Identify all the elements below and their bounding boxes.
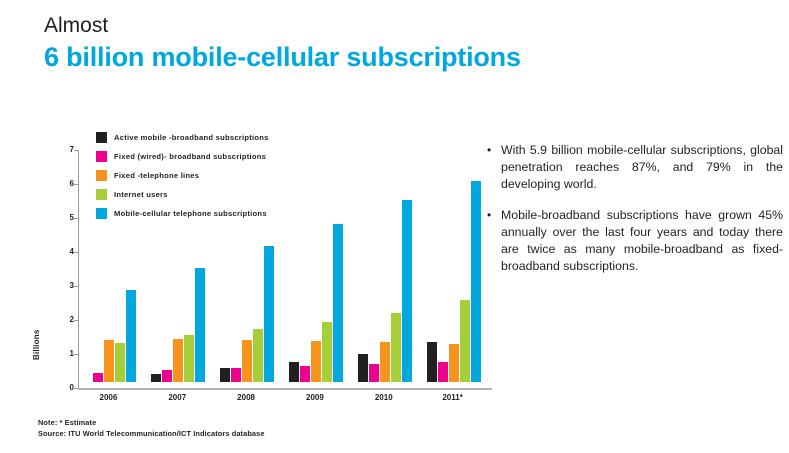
footnote-source: Source: ITU World Telecommunication/ICT … — [38, 429, 265, 439]
legend-item: Active mobile -broadband subscriptions — [96, 128, 326, 147]
bars-layer — [79, 144, 492, 388]
slide-headline: 6 billion mobile-cellular subscriptions — [44, 41, 521, 72]
bar-group — [220, 144, 275, 388]
bar — [264, 246, 275, 382]
bar — [126, 290, 137, 382]
y-axis-line — [78, 150, 79, 388]
bar — [437, 361, 448, 382]
y-tick-label: 6 — [69, 179, 74, 188]
bar — [173, 338, 184, 382]
bar-group — [151, 144, 206, 388]
chart-legend: Active mobile -broadband subscriptions Fi… — [96, 128, 326, 223]
bar — [104, 339, 115, 382]
y-tick-label: 5 — [69, 213, 74, 222]
bar-group — [357, 144, 412, 388]
x-tick-label: 2011* — [442, 393, 463, 402]
bullet-text: Mobile-broadband subscriptions have grow… — [501, 208, 783, 273]
y-tick-mark — [74, 388, 78, 389]
y-tick-label: 2 — [69, 315, 74, 324]
bar — [195, 268, 206, 382]
legend-item: Internet users — [96, 185, 326, 204]
x-tick-label: 2008 — [237, 393, 255, 402]
bullet-item: • Mobile-broadband subscriptions have gro… — [487, 207, 783, 275]
bar — [220, 367, 231, 382]
bar — [242, 340, 253, 382]
bar — [426, 341, 437, 382]
y-tick-label: 0 — [69, 383, 74, 392]
bar — [299, 366, 310, 382]
bar — [162, 370, 173, 382]
y-tick-label: 3 — [69, 281, 74, 290]
x-tick-label: 2010 — [374, 393, 393, 402]
bullet-list: • With 5.9 billion mobile-cellular subscr… — [487, 142, 783, 289]
y-tick-mark — [74, 286, 78, 287]
legend-item: Mobile-cellular telephone subscriptions — [96, 204, 326, 223]
bar-group — [426, 144, 481, 388]
bar — [93, 372, 104, 382]
footnote-note: Note: * Estimate — [38, 418, 97, 427]
bar — [459, 300, 470, 382]
legend-label: Internet users — [114, 190, 168, 199]
y-tick-mark — [74, 354, 78, 355]
bar — [253, 328, 264, 382]
bar — [368, 364, 379, 382]
y-tick-label: 7 — [69, 145, 74, 154]
y-tick-mark — [74, 184, 78, 185]
bullet-marker-icon: • — [487, 143, 492, 157]
y-tick-mark — [74, 252, 78, 253]
y-tick-mark — [74, 320, 78, 321]
legend-swatch-icon — [96, 170, 107, 181]
footnote: Note: * Estimate Source: ITU World Telec… — [38, 417, 458, 440]
bullet-item: • With 5.9 billion mobile-cellular subscr… — [487, 142, 783, 193]
bar-group — [82, 144, 137, 388]
legend-swatch-icon — [96, 208, 107, 219]
bar — [470, 181, 481, 382]
slide-kicker: Almost — [44, 14, 109, 37]
bar — [448, 343, 459, 382]
legend-swatch-icon — [96, 132, 107, 143]
bar — [321, 321, 332, 382]
bar-chart: Billions 0 1 2 3 4 5 6 7 2006 2007 2008 2009 2010 20… — [32, 124, 498, 414]
bar — [184, 335, 195, 382]
bar — [401, 200, 412, 382]
legend-label: Fixed -telephone lines — [114, 171, 200, 180]
legend-item: Fixed (wired)- broadband subscriptions — [96, 147, 326, 166]
legend-swatch-icon — [96, 189, 107, 200]
plot-area: 0 1 2 3 4 5 6 7 2006 2007 2008 2009 2010 2011* — [70, 144, 492, 402]
bar — [379, 342, 390, 382]
bar — [357, 354, 368, 382]
bar-group — [288, 144, 343, 388]
x-axis-line — [78, 388, 492, 390]
legend-label: Fixed (wired)- broadband subscriptions — [114, 152, 267, 161]
y-axis-title: Billions — [32, 329, 41, 361]
bar — [231, 368, 242, 382]
bar — [390, 312, 401, 382]
y-tick-label: 4 — [69, 247, 74, 256]
x-tick-label: 2006 — [99, 393, 118, 402]
y-tick-label: 1 — [69, 349, 74, 358]
bar — [115, 342, 126, 382]
bullet-marker-icon: • — [487, 208, 492, 222]
y-tick-mark — [74, 218, 78, 219]
bar — [288, 361, 299, 382]
legend-label: Active mobile -broadband subscriptions — [114, 133, 269, 142]
legend-item: Fixed -telephone lines — [96, 166, 326, 185]
x-tick-label: 2007 — [168, 393, 187, 402]
y-tick-mark — [74, 150, 78, 151]
legend-label: Mobile-cellular telephone subscriptions — [114, 209, 267, 218]
slide-header: Almost 6 billion mobile-cellular subscri… — [44, 14, 744, 73]
bar — [332, 224, 343, 382]
bar — [310, 341, 321, 382]
bar — [151, 373, 162, 382]
legend-swatch-icon — [96, 151, 107, 162]
bullet-text: With 5.9 billion mobile-cellular subscri… — [501, 143, 783, 191]
x-tick-label: 2009 — [306, 393, 324, 402]
